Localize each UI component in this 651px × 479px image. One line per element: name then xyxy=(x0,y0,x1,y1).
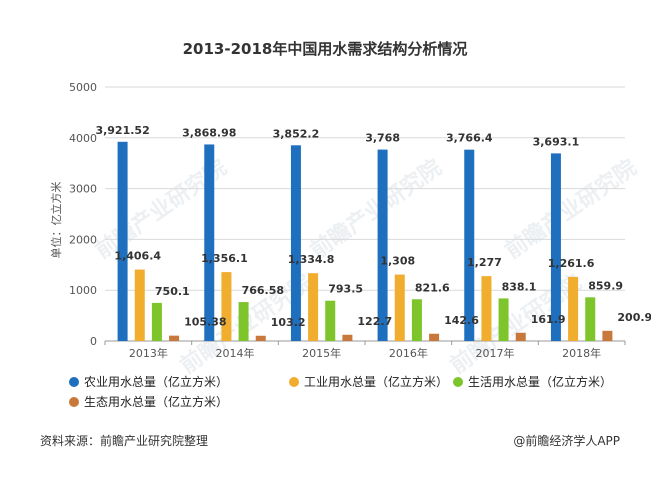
data-label: 1,308 xyxy=(380,255,415,268)
bar xyxy=(221,272,232,341)
data-label: 103.2 xyxy=(271,316,306,329)
bar xyxy=(169,335,180,341)
data-label: 105.38 xyxy=(184,316,226,329)
bar xyxy=(377,149,388,341)
y-tick-label: 2000 xyxy=(69,233,97,246)
legend: 农业用水总量（亿立方米） 工业用水总量（亿立方米） 生活用水总量（亿立方米） 生态用水… xyxy=(69,374,612,409)
data-label: 859.9 xyxy=(588,279,623,292)
data-label: 821.6 xyxy=(415,281,450,294)
bar xyxy=(255,335,266,341)
legend-label: 生态用水总量（亿立方米） xyxy=(84,394,228,409)
bar xyxy=(464,149,475,341)
bar xyxy=(342,334,353,341)
x-tick-label: 2016年 xyxy=(389,346,428,360)
bar xyxy=(515,332,526,341)
y-tick-label: 3000 xyxy=(69,183,97,196)
bar xyxy=(394,274,405,341)
bar xyxy=(204,144,215,341)
source-note: 资料来源：前瞻产业研究院整理 xyxy=(40,433,208,448)
data-label: 3,766.4 xyxy=(446,132,493,145)
data-label: 1,334.8 xyxy=(288,253,335,266)
y-axis-label: 单位：亿立方米 xyxy=(49,182,63,259)
watermark-text: 前瞻产业研究院 xyxy=(305,154,446,264)
data-label: 3,921.52 xyxy=(95,124,149,137)
bar xyxy=(602,330,613,341)
data-label: 838.1 xyxy=(502,280,537,293)
chart-title: 2013-2018年中国用水需求结构分析情况 xyxy=(183,40,468,58)
y-tick-label: 4000 xyxy=(69,132,97,145)
data-label: 1,356.1 xyxy=(201,252,248,265)
x-tick-label: 2015年 xyxy=(302,346,341,360)
legend-label: 农业用水总量（亿立方米） xyxy=(84,374,228,389)
bar xyxy=(238,302,249,341)
legend-label: 生活用水总量（亿立方米） xyxy=(468,374,612,389)
legend-label: 工业用水总量（亿立方米） xyxy=(304,374,448,389)
x-tick-label: 2017年 xyxy=(476,346,515,360)
data-label: 1,277 xyxy=(467,256,502,269)
bar xyxy=(550,153,561,341)
data-labels: 3,921.52 3,868.98 3,852.2 3,768 3,766.4 3,693… xyxy=(95,124,651,329)
legend-marker xyxy=(453,377,463,387)
watermark-text: 前瞻产业研究院 xyxy=(500,154,641,264)
legend-marker xyxy=(69,397,79,407)
data-label: 750.1 xyxy=(155,285,190,298)
bar xyxy=(568,276,579,341)
bar xyxy=(151,302,162,341)
bar-series xyxy=(117,141,613,341)
bar xyxy=(325,300,336,341)
data-label: 3,868.98 xyxy=(182,126,236,139)
data-label: 122.7 xyxy=(357,315,392,328)
x-tick-label: 2013年 xyxy=(129,346,168,360)
credit-note: @前瞻经济学人APP xyxy=(513,433,620,448)
legend-marker xyxy=(69,377,79,387)
data-label: 142.6 xyxy=(444,314,479,327)
x-axis: 2013年 2014年 2015年 2016年 2017年 2018年 xyxy=(104,341,626,360)
data-label: 3,693.1 xyxy=(533,135,580,148)
y-tick-label: 5000 xyxy=(69,81,97,94)
data-label: 766.58 xyxy=(242,284,284,297)
bar xyxy=(481,276,492,341)
y-tick-label: 1000 xyxy=(69,284,97,297)
y-axis: 0 1000 2000 3000 4000 5000 xyxy=(69,81,97,348)
x-tick-label: 2014年 xyxy=(216,346,255,360)
x-tick-label: 2018年 xyxy=(562,346,601,360)
data-label: 1,406.4 xyxy=(114,250,161,263)
bar xyxy=(498,298,509,341)
data-label: 793.5 xyxy=(328,283,363,296)
data-label: 200.9 xyxy=(617,311,651,324)
data-label: 3,852.2 xyxy=(273,127,320,140)
bar xyxy=(585,297,596,341)
legend-marker xyxy=(289,377,299,387)
bar xyxy=(117,141,128,341)
data-label: 161.9 xyxy=(531,313,566,326)
bar xyxy=(134,269,145,341)
data-label: 3,768 xyxy=(365,132,400,145)
y-tick-label: 0 xyxy=(90,335,97,348)
data-label: 1,261.6 xyxy=(548,257,595,270)
bar xyxy=(429,333,440,341)
bar xyxy=(308,273,319,341)
bar xyxy=(290,145,301,341)
bar xyxy=(411,299,422,341)
